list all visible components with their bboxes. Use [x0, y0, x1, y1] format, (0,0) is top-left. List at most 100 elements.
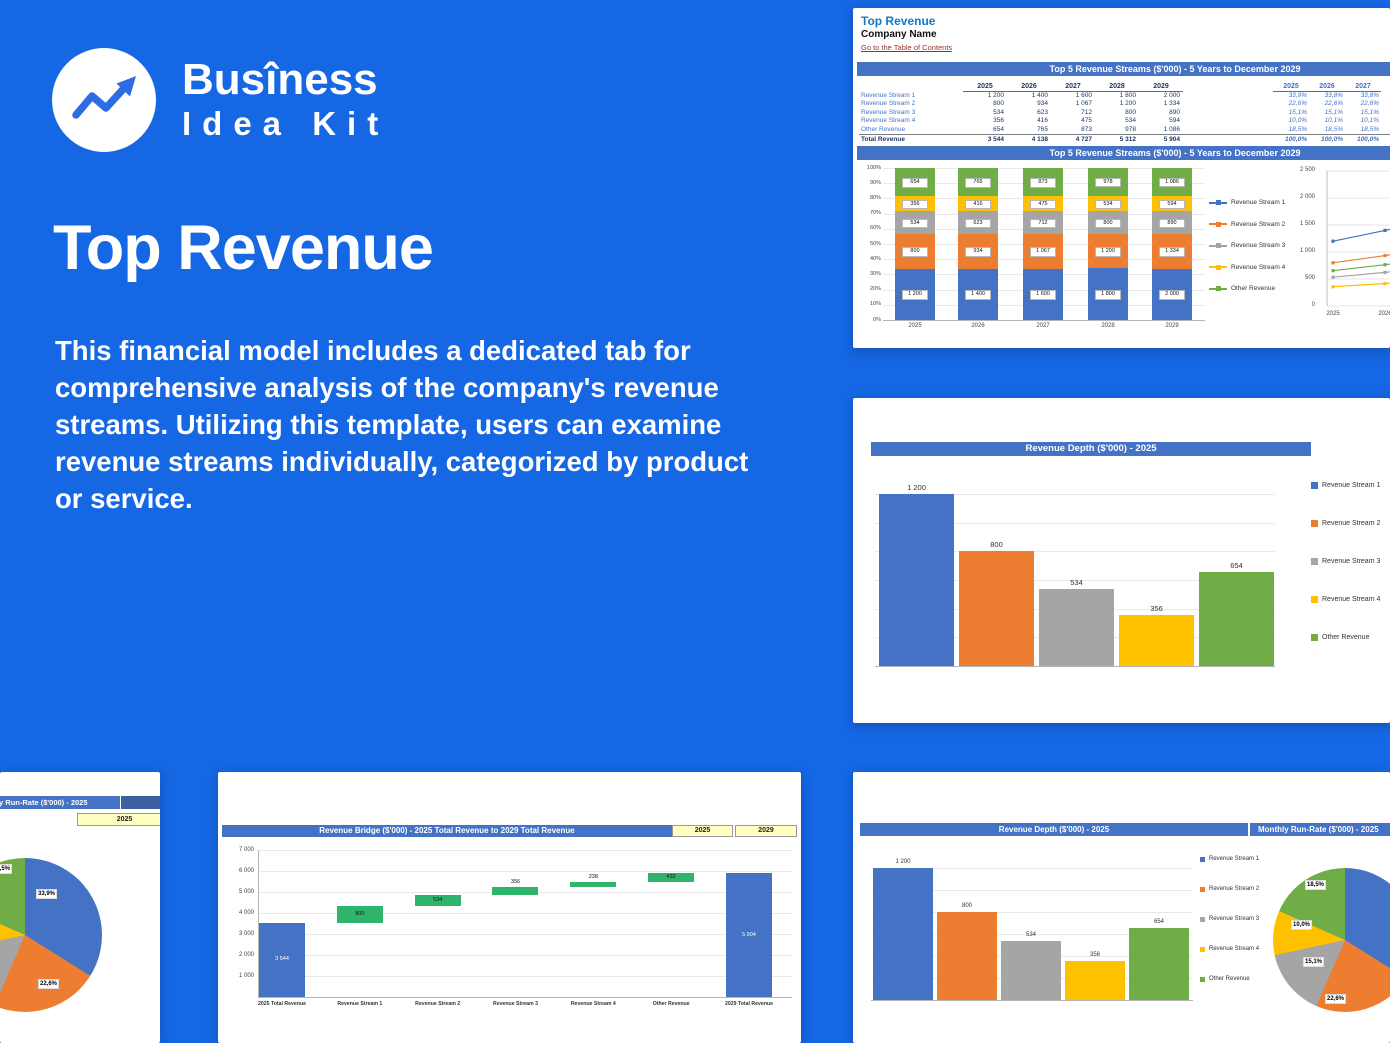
- legend-item: Revenue Stream 1: [1311, 466, 1380, 504]
- total-bar: [259, 922, 305, 997]
- pie-percent-label: 22,6%: [38, 979, 60, 989]
- cell-value: 765: [1037, 125, 1048, 133]
- legend-item: Revenue Stream 4: [1200, 934, 1259, 964]
- legend-item: Revenue Stream 1: [1209, 192, 1301, 214]
- year-header-cell: 2027: [1051, 81, 1095, 92]
- legend-line-marker: [1209, 200, 1227, 206]
- row-label: Total Revenue: [861, 135, 905, 143]
- legend-square-marker: [1200, 916, 1205, 922]
- x-axis-label: Revenue Stream 2: [415, 1001, 461, 1007]
- cell-value: 1 200: [1119, 100, 1136, 108]
- legend-label: Revenue Stream 4: [1322, 595, 1381, 603]
- bar-value-label: 934: [965, 247, 991, 257]
- legend-square-marker: [1311, 557, 1318, 565]
- cell-percent: 33,8%: [1360, 92, 1379, 99]
- legend-label: Other Revenue: [1209, 976, 1250, 982]
- cell-value: 712: [1081, 108, 1092, 116]
- legend-square-marker: [1200, 946, 1205, 952]
- header-side-cell: [121, 796, 160, 809]
- row-label: Revenue Stream 3: [861, 108, 916, 116]
- bar-value-label: 534: [902, 218, 928, 229]
- line-chart: 2025 2026: [1326, 170, 1390, 317]
- cell-value: 3 544: [987, 135, 1004, 143]
- stacked-chart-header-bar: Top 5 Revenue Streams ($'000) - 5 Years …: [857, 146, 1390, 160]
- spacer-cell: [1183, 109, 1273, 117]
- gridline: [875, 551, 1275, 553]
- legend-square-marker: [1215, 243, 1221, 249]
- x-axis-label: 2027: [1036, 323, 1050, 329]
- bridge-end-year-cell[interactable]: 2029: [735, 825, 797, 837]
- legend-square-marker: [1311, 519, 1318, 527]
- depth-and-runrate-card: Revenue Depth ($'000) - 2025 Monthly Run…: [853, 772, 1390, 1043]
- cell-value: 534: [993, 108, 1004, 116]
- bar-value-label: 356: [510, 879, 521, 886]
- x-axis-label: Other Revenue: [652, 1001, 690, 1007]
- y-tick-label: 90%: [869, 179, 881, 186]
- table-row: Revenue Stream 4 356 416 475 534 594 10,0% 10,1…: [859, 117, 1390, 125]
- legend-item: Revenue Stream 2: [1209, 214, 1301, 236]
- toc-link[interactable]: Go to the Table of Contents: [861, 43, 953, 52]
- bar-value-label: 800: [355, 910, 365, 917]
- legend-item: Revenue Stream 3: [1311, 542, 1380, 580]
- cell-value: 1 067: [1075, 100, 1092, 108]
- cell-value: 800: [993, 100, 1004, 108]
- pct-year-header-cell: 2027: [1345, 81, 1381, 92]
- x-axis-label: Revenue Stream 3: [492, 1001, 538, 1007]
- cell-value: 623: [1037, 108, 1048, 116]
- legend-label: Revenue Stream 4: [1209, 946, 1260, 952]
- y-tick-label: 500: [1304, 275, 1315, 281]
- cell-value: 356: [993, 117, 1004, 125]
- trend-line: [72, 82, 130, 119]
- legend-label: Revenue Stream 4: [1231, 263, 1286, 271]
- cell-percent: 22,6%: [1288, 100, 1307, 108]
- brand-name-line2: Idea Kit: [182, 105, 390, 142]
- year-header-cell: 2029: [1139, 81, 1183, 92]
- depth-chart-legend: Revenue Stream 1 Revenue Stream 2 Revenue …: [1311, 466, 1380, 656]
- bar: [1065, 960, 1125, 1000]
- cell-value: 1 334: [1163, 100, 1180, 108]
- year-select-cell[interactable]: 2025: [77, 813, 160, 826]
- y-axis-line: [258, 850, 259, 997]
- pie-percent-label: 18,5%: [0, 864, 13, 874]
- x-axis-label: 2028: [1101, 323, 1115, 329]
- pie-percent-label: 22,6%: [1325, 994, 1347, 1004]
- gridline: [875, 522, 1275, 524]
- spacer-cell: [859, 81, 963, 92]
- legend-item: Other Revenue: [1200, 964, 1259, 994]
- legend-square-marker: [1215, 200, 1221, 206]
- bar: [873, 868, 933, 1000]
- pct-year-header-cell: 2025: [1273, 81, 1309, 92]
- spacer-cell: [1183, 100, 1273, 108]
- legend-item: Revenue Stream 4: [1311, 580, 1380, 618]
- row-label: Other Revenue: [861, 125, 906, 133]
- bar-value-label: 2 000: [1159, 290, 1185, 300]
- depth-chart-header-bar-small: Revenue Depth ($'000) - 2025: [860, 823, 1248, 836]
- y-tick-label: 50%: [869, 240, 881, 247]
- cell-value: 1 200: [987, 92, 1004, 99]
- x-axis-label: 2025: [908, 323, 922, 329]
- line-series: [1332, 228, 1390, 242]
- legend-line-marker: [1209, 286, 1227, 292]
- spacer-cell: [1183, 126, 1273, 134]
- cell-value: 475: [1081, 117, 1092, 125]
- cell-value: 534: [1125, 117, 1136, 125]
- depth-chart-legend-small: Revenue Stream 1 Revenue Stream 2 Revenue …: [1200, 844, 1259, 994]
- legend-label: Other Revenue: [1322, 633, 1370, 641]
- bar-value-label: 623: [965, 218, 991, 229]
- legend-square-marker: [1311, 633, 1318, 641]
- gridline: [258, 913, 792, 914]
- bar-value-label: 712: [1030, 218, 1056, 229]
- bridge-header-bar: Revenue Bridge ($'000) - 2025 Total Reve…: [222, 825, 672, 837]
- cell-percent: 33,9%: [1288, 92, 1307, 99]
- bar-value-label: 1 200: [902, 290, 928, 300]
- delta-bar: [492, 887, 539, 895]
- cell-percent: 22,6%: [1324, 100, 1343, 108]
- x-axis-label: Revenue Stream 4: [570, 1001, 616, 1007]
- delta-bar: [570, 882, 617, 888]
- bar-value-label: 356: [902, 199, 928, 210]
- x-axis-label: 2026: [1378, 311, 1390, 317]
- legend-item: Revenue Stream 2: [1311, 504, 1380, 542]
- bridge-start-year-cell[interactable]: 2025: [672, 825, 733, 837]
- x-axis-label: Revenue Stream 1: [337, 1001, 383, 1007]
- x-axis-label: 2025 Total Revenue: [257, 1001, 307, 1007]
